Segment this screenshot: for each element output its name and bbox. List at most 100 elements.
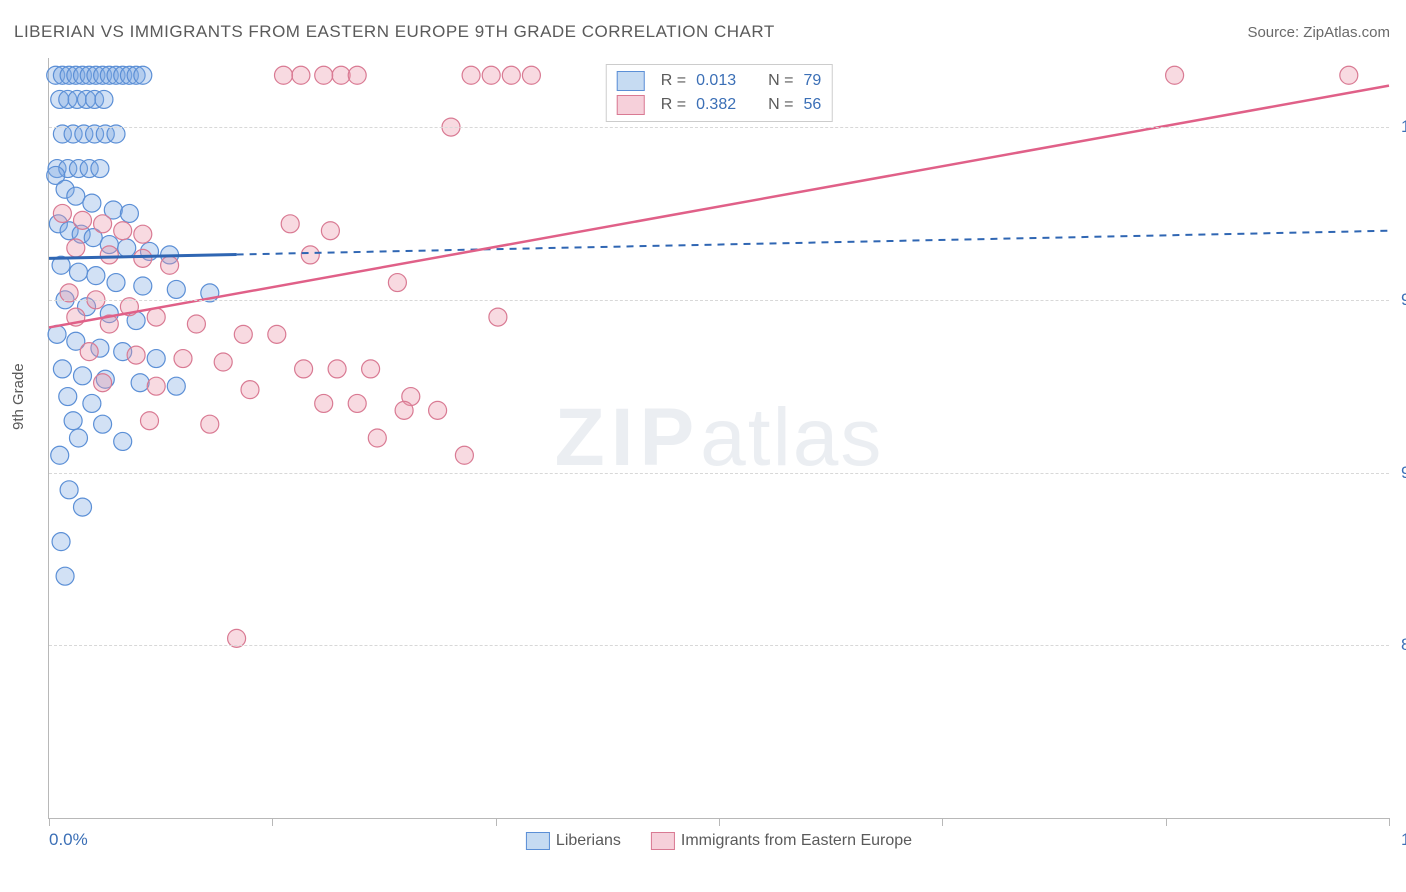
data-point (147, 377, 165, 395)
data-point (147, 308, 165, 326)
data-point (167, 280, 185, 298)
data-point (59, 388, 77, 406)
data-point (429, 401, 447, 419)
n-value: 56 (803, 96, 821, 114)
plot-area: ZIPatlas R = 0.013N = 79R = 0.382N = 56 … (48, 58, 1389, 819)
chart-svg (49, 58, 1389, 818)
data-point (241, 381, 259, 399)
data-point (94, 215, 112, 233)
xtick (49, 818, 50, 826)
data-point (118, 239, 136, 257)
source-label: Source: ZipAtlas.com (1247, 24, 1390, 41)
xaxis-min-label: 0.0% (49, 830, 88, 850)
data-point (201, 415, 219, 433)
r-label: R = (661, 72, 686, 90)
data-point (83, 394, 101, 412)
data-point (315, 394, 333, 412)
n-value: 79 (803, 72, 821, 90)
xtick (942, 818, 943, 826)
n-label: N = (768, 72, 793, 90)
data-point (51, 446, 69, 464)
data-point (332, 66, 350, 84)
stats-legend: R = 0.013N = 79R = 0.382N = 56 (606, 64, 833, 122)
stats-legend-row: R = 0.382 N = 56 (617, 93, 822, 117)
data-point (362, 360, 380, 378)
data-point (67, 239, 85, 257)
data-point (114, 432, 132, 450)
xtick (719, 818, 720, 826)
legend-item: Liberians (526, 832, 621, 850)
data-point (395, 401, 413, 419)
data-point (64, 412, 82, 430)
data-point (174, 350, 192, 368)
data-point (69, 263, 87, 281)
data-point (87, 267, 105, 285)
r-label: R = (661, 96, 686, 114)
data-point (321, 222, 339, 240)
data-point (69, 429, 87, 447)
gridline (49, 645, 1389, 646)
series-legend: Liberians Immigrants from Eastern Europe (526, 832, 912, 850)
data-point (107, 274, 125, 292)
data-point (141, 412, 159, 430)
data-point (56, 567, 74, 585)
data-point (1340, 66, 1358, 84)
data-point (94, 374, 112, 392)
r-value: 0.382 (696, 96, 736, 114)
chart-title: LIBERIAN VS IMMIGRANTS FROM EASTERN EURO… (14, 22, 775, 42)
legend-item: Immigrants from Eastern Europe (651, 832, 912, 850)
data-point (114, 222, 132, 240)
legend-swatch (651, 832, 675, 850)
data-point (80, 343, 98, 361)
data-point (74, 211, 92, 229)
trend-line (237, 231, 1389, 255)
data-point (522, 66, 540, 84)
data-point (348, 394, 366, 412)
legend-label: Liberians (556, 832, 621, 849)
data-point (348, 66, 366, 84)
gridline (49, 300, 1389, 301)
legend-swatch (617, 71, 645, 91)
data-point (368, 429, 386, 447)
data-point (83, 194, 101, 212)
data-point (53, 360, 71, 378)
xtick (272, 818, 273, 826)
data-point (131, 374, 149, 392)
data-point (315, 66, 333, 84)
xaxis-max-label: 100.0% (1391, 830, 1406, 850)
data-point (1166, 66, 1184, 84)
legend-swatch (617, 95, 645, 115)
data-point (74, 498, 92, 516)
legend-swatch (526, 832, 550, 850)
data-point (95, 90, 113, 108)
xtick (496, 818, 497, 826)
ytick-label: 90.0% (1391, 463, 1406, 483)
data-point (275, 66, 293, 84)
data-point (134, 249, 152, 267)
data-point (167, 377, 185, 395)
data-point (134, 225, 152, 243)
data-point (455, 446, 473, 464)
data-point (94, 415, 112, 433)
data-point (187, 315, 205, 333)
ytick-label: 85.0% (1391, 635, 1406, 655)
data-point (214, 353, 232, 371)
data-point (281, 215, 299, 233)
data-point (60, 481, 78, 499)
data-point (127, 346, 145, 364)
stats-legend-row: R = 0.013N = 79 (617, 69, 822, 93)
ytick-label: 95.0% (1391, 290, 1406, 310)
data-point (67, 187, 85, 205)
data-point (234, 325, 252, 343)
data-point (52, 533, 70, 551)
gridline (49, 473, 1389, 474)
data-point (268, 325, 286, 343)
data-point (134, 277, 152, 295)
n-label: N = (768, 96, 793, 114)
data-point (120, 204, 138, 222)
data-point (482, 66, 500, 84)
data-point (74, 367, 92, 385)
data-point (295, 360, 313, 378)
data-point (134, 66, 152, 84)
data-point (292, 66, 310, 84)
